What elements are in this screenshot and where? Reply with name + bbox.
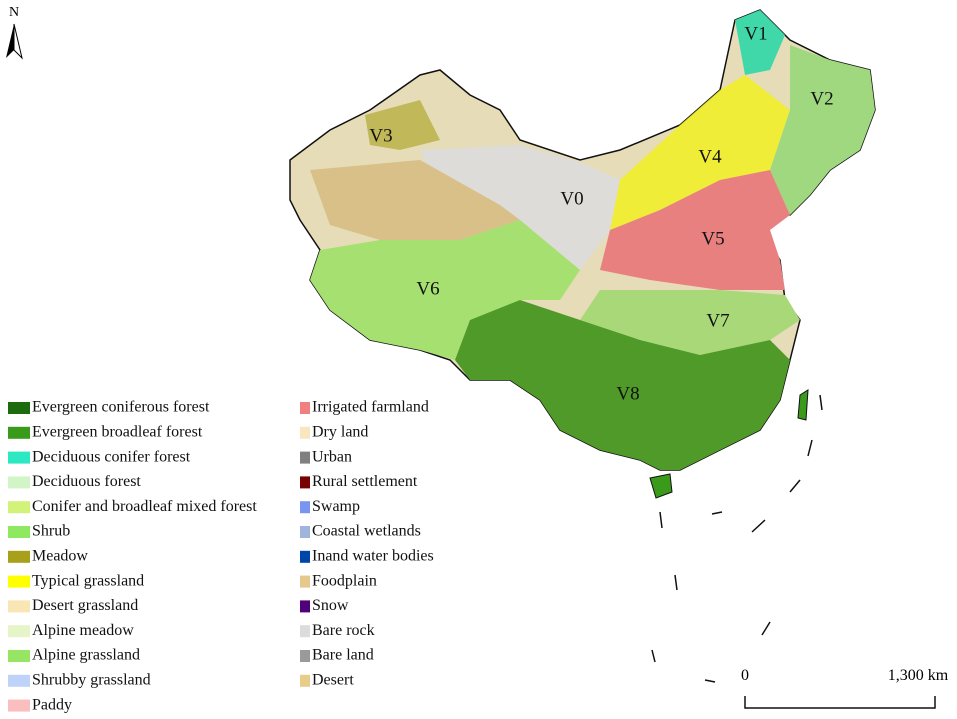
legend: Evergreen coniferous forest Evergreen bro… bbox=[8, 399, 434, 713]
legend-swatch bbox=[8, 426, 30, 439]
legend-swatch bbox=[8, 451, 30, 464]
legend-swatch bbox=[300, 674, 310, 687]
region-v8 bbox=[455, 300, 790, 470]
legend-swatch bbox=[8, 526, 30, 538]
legend-label: Desert grassland bbox=[32, 597, 138, 614]
legend-swatch bbox=[300, 501, 310, 514]
legend-swatch bbox=[300, 650, 310, 662]
legend-swatch bbox=[8, 575, 30, 588]
legend-swatch bbox=[300, 426, 310, 439]
region-v3 bbox=[365, 100, 440, 150]
legend-label: Urban bbox=[312, 448, 352, 465]
legend-label: Foodplain bbox=[312, 572, 377, 589]
legend-swatch bbox=[300, 625, 310, 638]
legend-label: Bare rock bbox=[312, 622, 375, 639]
region-label: V2 bbox=[810, 88, 833, 109]
legend-label: Snow bbox=[312, 597, 349, 614]
region-v6 bbox=[310, 220, 580, 360]
legend-label: Typical grassland bbox=[32, 572, 144, 589]
region-v7 bbox=[580, 290, 800, 355]
scale-end: 1,300 km bbox=[888, 667, 949, 684]
legend-label: Bare land bbox=[312, 647, 374, 664]
north-label: N bbox=[9, 5, 19, 20]
legend-label: Irrigated farmland bbox=[312, 399, 429, 416]
region-v2 bbox=[770, 45, 875, 215]
region-label: V6 bbox=[416, 278, 439, 299]
legend-label: Shrubby grassland bbox=[32, 671, 151, 688]
scale-start: 0 bbox=[741, 667, 749, 684]
legend-label: Alpine grassland bbox=[32, 647, 140, 664]
legend-label: Coastal wetlands bbox=[312, 523, 421, 540]
legend-label: Desert bbox=[312, 671, 354, 688]
legend-label: Meadow bbox=[32, 547, 88, 564]
legend-swatch bbox=[300, 600, 310, 613]
desert bbox=[310, 160, 520, 240]
region-v5 bbox=[600, 170, 790, 290]
legend-label: Shrub bbox=[32, 523, 70, 540]
legend-label: Inand water bodies bbox=[312, 547, 434, 564]
south-sea-boundary bbox=[651, 394, 823, 683]
legend-swatch bbox=[8, 476, 30, 489]
legend-label: Evergreen broadleaf forest bbox=[32, 423, 203, 440]
legend-label: Dry land bbox=[312, 423, 368, 440]
region-label: V1 bbox=[744, 23, 767, 44]
legend-swatch bbox=[8, 674, 30, 687]
hainan bbox=[649, 473, 673, 499]
region-label: V4 bbox=[698, 146, 722, 167]
legend-label: Evergreen coniferous forest bbox=[32, 399, 210, 416]
region-v4 bbox=[610, 75, 790, 230]
legend-swatch bbox=[300, 575, 310, 588]
legend-swatch bbox=[300, 451, 310, 464]
legend-label: Alpine meadow bbox=[32, 622, 134, 639]
region-label: V0 bbox=[560, 188, 583, 209]
legend-swatch bbox=[8, 501, 30, 514]
legend-label: Paddy bbox=[32, 696, 72, 713]
north-arrow bbox=[6, 24, 14, 58]
region-label: V5 bbox=[701, 228, 724, 249]
region-v0 bbox=[420, 145, 620, 270]
region-v1 bbox=[735, 10, 785, 75]
legend-swatch bbox=[8, 650, 30, 662]
region-label: V8 bbox=[616, 383, 639, 404]
legend-swatch bbox=[8, 550, 30, 563]
legend-swatch bbox=[300, 526, 310, 538]
legend-swatch bbox=[300, 476, 310, 489]
legend-swatch bbox=[8, 699, 30, 712]
legend-label: Deciduous conifer forest bbox=[32, 448, 191, 465]
legend-swatch bbox=[300, 402, 310, 414]
region-label: V7 bbox=[706, 310, 729, 331]
taiwan bbox=[797, 389, 809, 421]
scale-bar bbox=[744, 696, 936, 709]
legend-label: Swamp bbox=[312, 498, 360, 515]
legend-label: Deciduous forest bbox=[32, 473, 141, 490]
region-labels: V0 V1 V2 V3 V4 V5 V6 V7 V8 bbox=[369, 23, 833, 404]
legend-label: Rural settlement bbox=[312, 473, 418, 490]
legend-label: Conifer and broadleaf mixed forest bbox=[32, 498, 257, 515]
legend-swatch bbox=[8, 625, 30, 638]
legend-swatch bbox=[8, 402, 30, 414]
legend-swatch bbox=[8, 600, 30, 613]
region-label: V3 bbox=[369, 125, 392, 146]
legend-swatch bbox=[300, 550, 310, 563]
north-arrow bbox=[13, 23, 23, 60]
